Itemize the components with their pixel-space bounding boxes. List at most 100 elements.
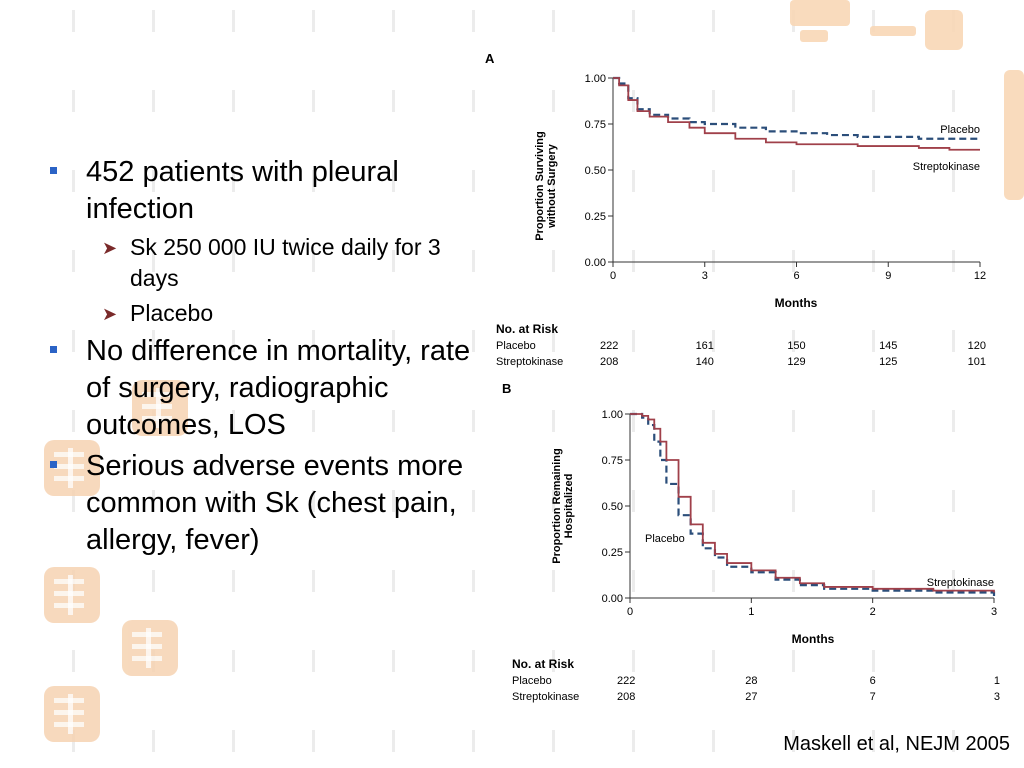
bg-dash [792, 170, 795, 192]
y-tick-label: 0.75 [585, 119, 606, 131]
bg-dash [312, 170, 315, 192]
at-risk-value: 222 [600, 340, 618, 352]
arrow-bullet-icon: ➤ [102, 238, 118, 258]
bg-dash [232, 730, 235, 752]
bg-dash [152, 250, 155, 272]
bg-dash [952, 730, 955, 752]
bg-dash [312, 650, 315, 672]
bg-dash [632, 730, 635, 752]
bg-dash [872, 170, 875, 192]
bg-dash [952, 410, 955, 432]
bg-dash [472, 330, 475, 352]
bg-dash [712, 170, 715, 192]
bullet-item-patients: 452 patients with pleural infection [46, 154, 476, 228]
y-tick-label: 1.00 [585, 73, 606, 85]
bg-dash [952, 570, 955, 592]
bg-dash [392, 570, 395, 592]
series-line-streptokinase [630, 413, 995, 593]
at-risk-value: 222 [617, 675, 635, 687]
at-risk-value: 28 [745, 675, 757, 687]
bg-dash [712, 490, 715, 512]
y-axis-label: Proportion Survivingwithout Surgery [534, 131, 558, 240]
bg-dash [232, 250, 235, 272]
bg-dash [712, 650, 715, 672]
bg-dash [232, 490, 235, 512]
bg-dash [712, 730, 715, 752]
bg-dash [72, 410, 75, 432]
x-tick-label: 9 [885, 270, 891, 282]
at-risk-value: 101 [968, 356, 986, 368]
at-risk-header: No. at Risk [512, 657, 574, 671]
y-tick-label: 0.50 [585, 165, 606, 177]
at-risk-value: 7 [870, 691, 876, 703]
bg-dash [552, 730, 555, 752]
bg-dash [152, 10, 155, 32]
bg-dash [552, 90, 555, 112]
chart-panel-a: A Proportion Survivingwithout Surgery 0.… [485, 51, 986, 368]
decorative-calligraphy-top-4 [925, 10, 963, 50]
y-tick-label: 0.25 [602, 547, 623, 559]
bg-dash [392, 330, 395, 352]
bg-dash [392, 490, 395, 512]
bg-dash [232, 90, 235, 112]
at-risk-value: 161 [696, 340, 714, 352]
bg-dash [472, 410, 475, 432]
x-tick-label: 12 [974, 270, 986, 282]
bg-dash [552, 10, 555, 32]
bg-dash [472, 90, 475, 112]
y-tick-label: 0.75 [602, 455, 623, 467]
bg-dash [872, 250, 875, 272]
at-risk-value: 27 [745, 691, 757, 703]
decorative-calligraphy-top [790, 0, 850, 26]
bg-dash [232, 650, 235, 672]
bg-dash [72, 170, 75, 192]
decorative-calligraphy-top-2 [800, 30, 828, 42]
bullet-list: 452 patients with pleural infection ➤ Sk… [46, 154, 476, 563]
y-tick-label: 0.00 [602, 593, 623, 605]
bg-dash [312, 410, 315, 432]
bg-dash [152, 170, 155, 192]
at-risk-value: 150 [787, 340, 805, 352]
bg-dash [552, 410, 555, 432]
bg-dash [312, 490, 315, 512]
bullet-text: No difference in mortality, rate of surg… [86, 335, 471, 441]
bg-dash [472, 250, 475, 272]
bg-dash [312, 730, 315, 752]
chart-panel-b: B Proportion RemainingHospitalized 0.000… [502, 381, 1000, 703]
at-risk-value: 208 [600, 356, 618, 368]
bg-dash [632, 170, 635, 192]
bg-dash [392, 90, 395, 112]
x-tick-label: 2 [870, 606, 876, 618]
bg-dash [712, 90, 715, 112]
at-risk-row-label: Streptokinase [496, 356, 563, 368]
y-tick-label: 0.00 [585, 257, 606, 269]
seal-stamp-5 [44, 686, 100, 742]
bg-dash [632, 490, 635, 512]
bg-dash [312, 90, 315, 112]
bg-dash [952, 90, 955, 112]
bg-dash [72, 90, 75, 112]
at-risk-value: 3 [994, 691, 1000, 703]
bg-dash [312, 570, 315, 592]
x-tick-label: 0 [627, 606, 633, 618]
arrow-bullet-icon: ➤ [102, 304, 118, 324]
bg-dash [712, 250, 715, 272]
bg-dash [792, 490, 795, 512]
bg-dash [392, 170, 395, 192]
x-tick-label: 0 [610, 270, 616, 282]
bg-dash [232, 170, 235, 192]
square-bullet-icon [50, 167, 57, 174]
bg-dash [632, 570, 635, 592]
seal-stamp-3 [44, 567, 100, 623]
at-risk-value: 208 [617, 691, 635, 703]
bg-dash [552, 570, 555, 592]
bg-dash [792, 410, 795, 432]
bg-dash [152, 570, 155, 592]
bg-dash [632, 90, 635, 112]
y-tick-label: 0.25 [585, 211, 606, 223]
series-label-streptokinase: Streptokinase [913, 161, 980, 173]
bg-dash [312, 250, 315, 272]
bg-dash [712, 410, 715, 432]
bg-dash [472, 170, 475, 192]
bg-dash [152, 330, 155, 352]
